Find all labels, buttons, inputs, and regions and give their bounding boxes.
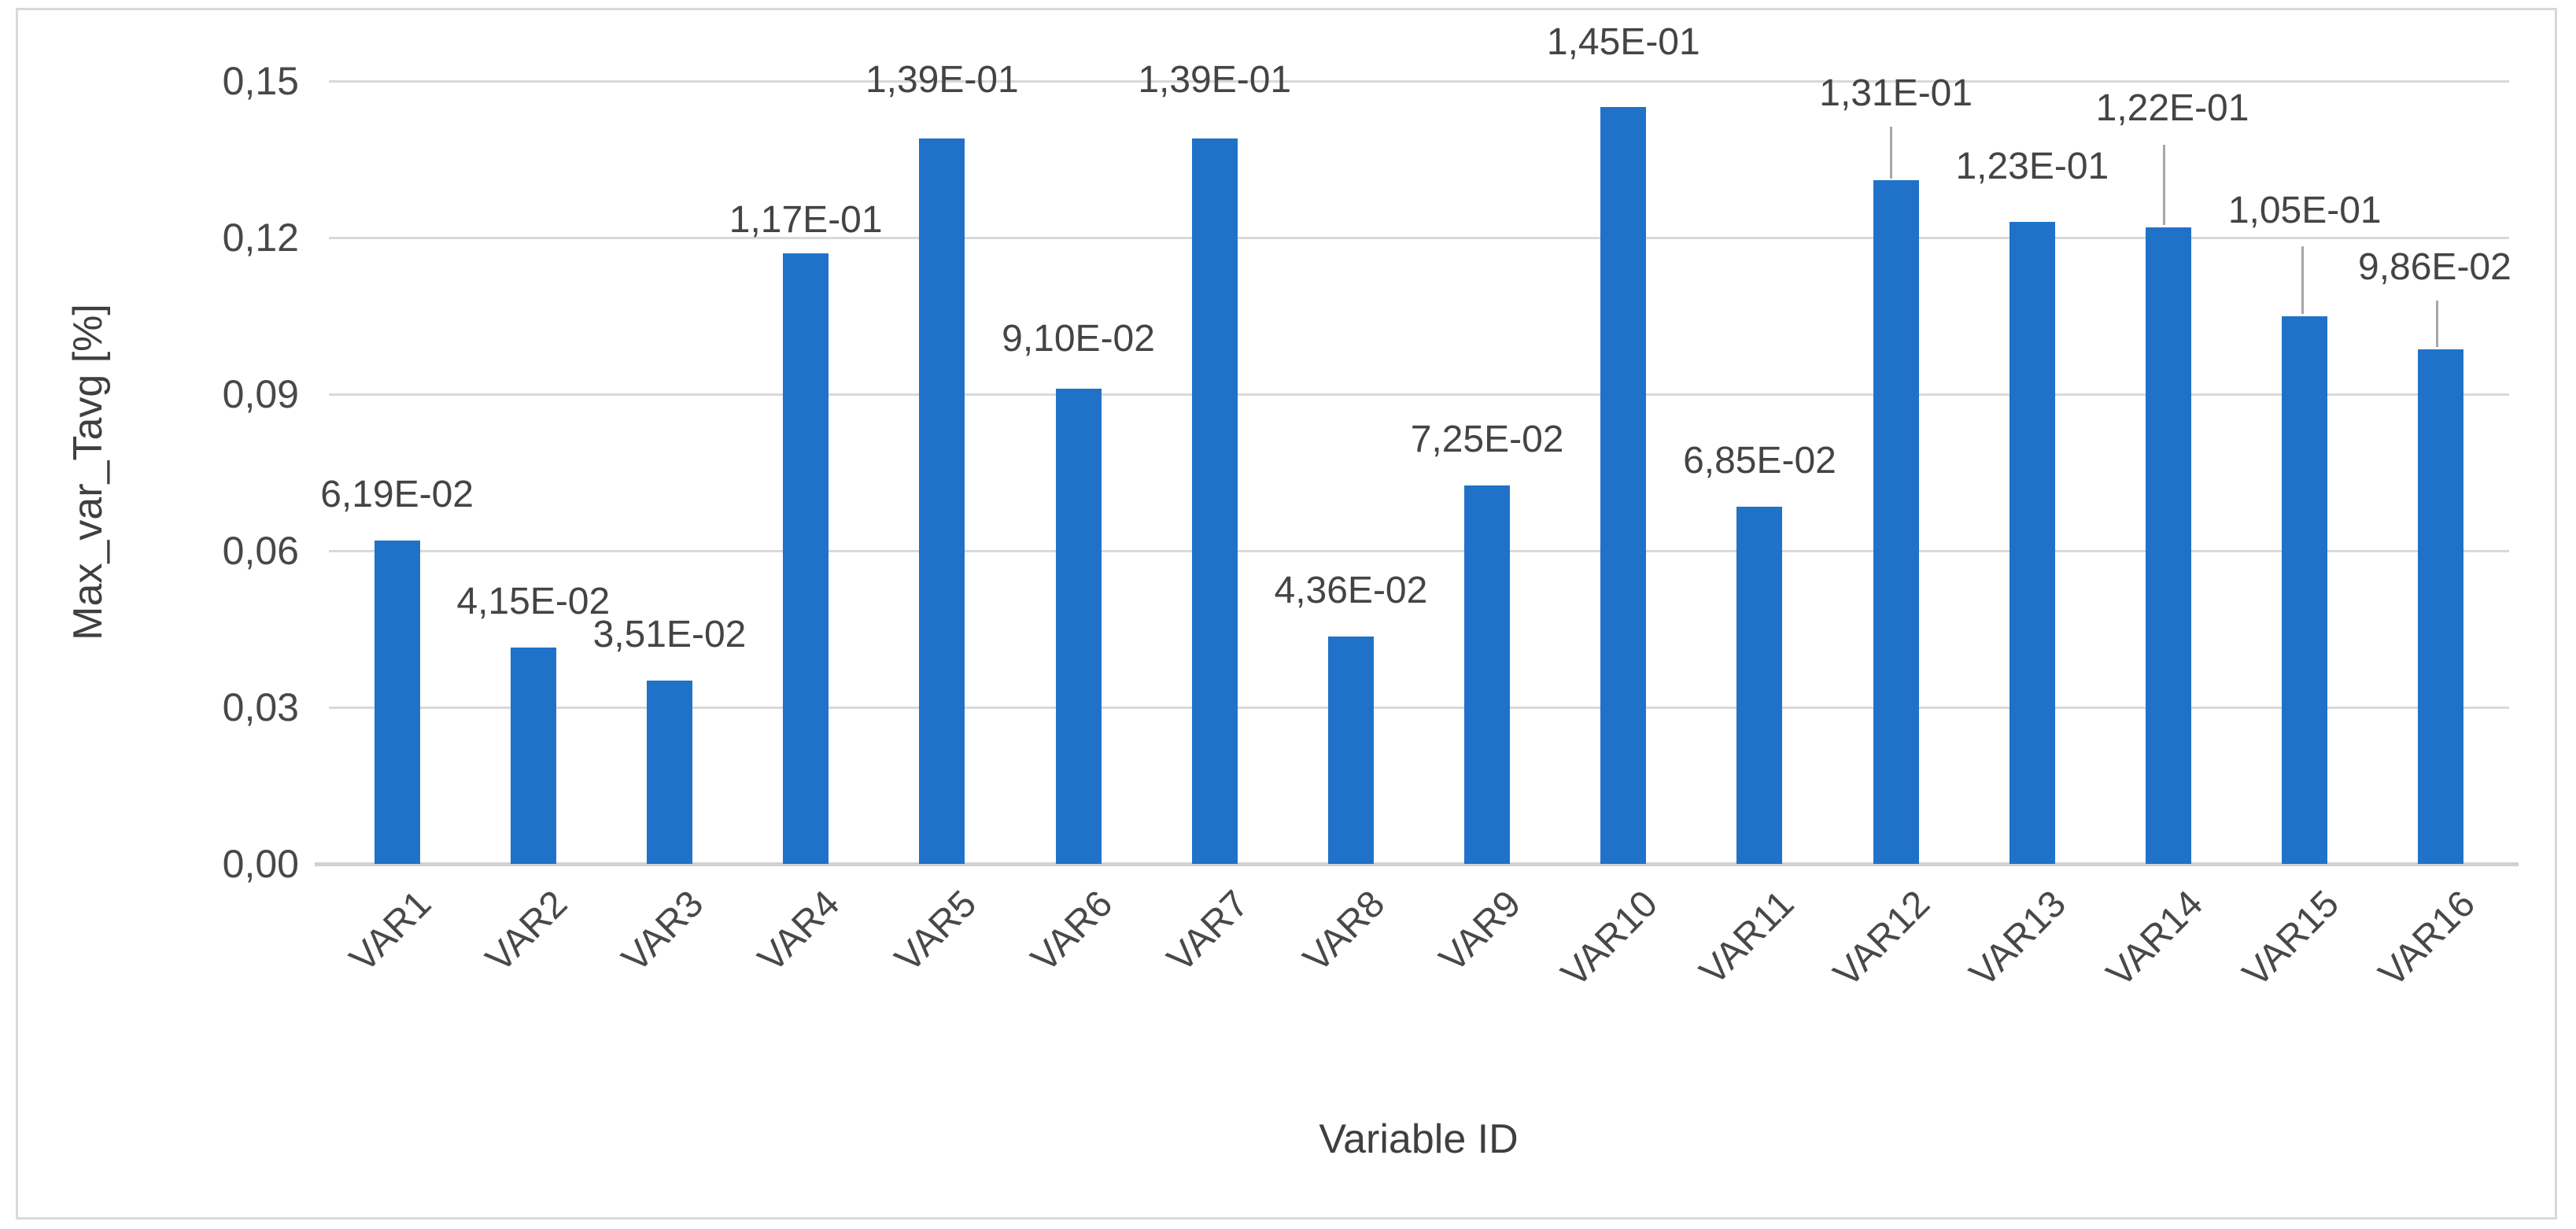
data-label-VAR13: 1,23E-01 <box>1955 146 2109 188</box>
gridline-0,03 <box>329 707 2509 709</box>
x-tick-VAR16: VAR16 <box>2371 883 2483 995</box>
x-tick-VAR11: VAR11 <box>1691 883 1802 993</box>
x-tick-VAR13: VAR13 <box>1962 883 2075 995</box>
y-tick-label: 0,00 <box>222 842 299 886</box>
bar-VAR5[interactable] <box>919 138 965 864</box>
data-label-VAR3: 3,51E-02 <box>592 614 747 656</box>
data-label-VAR2: 4,15E-02 <box>456 580 611 622</box>
x-tick-VAR12: VAR12 <box>1825 883 1939 995</box>
bar-VAR14[interactable] <box>2146 227 2192 864</box>
data-label-VAR10: 1,45E-01 <box>1546 21 1700 64</box>
bar-VAR4[interactable] <box>783 253 829 864</box>
data-label-VAR15: 1,05E-01 <box>2227 189 2382 231</box>
bar-VAR16[interactable] <box>2418 349 2464 864</box>
x-tick-VAR1: VAR1 <box>341 883 440 980</box>
data-label-VAR9: 7,25E-02 <box>1410 419 1564 461</box>
y-tick-label: 0,06 <box>222 529 299 573</box>
bar-VAR2[interactable] <box>510 647 556 864</box>
gridline-0,09 <box>329 393 2509 396</box>
gridline-0,12 <box>329 237 2509 239</box>
data-label-VAR7: 1,39E-01 <box>1138 58 1292 101</box>
x-axis-line <box>315 862 2519 866</box>
bar-VAR6[interactable] <box>1055 389 1102 864</box>
x-tick-VAR4: VAR4 <box>751 883 848 980</box>
bar-VAR3[interactable] <box>646 681 692 864</box>
data-label-VAR8: 4,36E-02 <box>1274 569 1428 611</box>
data-label-VAR14: 1,22E-01 <box>2095 87 2249 129</box>
leader-line-VAR14 <box>2163 145 2166 225</box>
x-tick-VAR9: VAR9 <box>1431 883 1530 980</box>
bar-VAR15[interactable] <box>2282 316 2328 864</box>
y-tick-label: 0,15 <box>222 59 299 103</box>
leader-line-VAR15 <box>2301 246 2305 314</box>
data-label-VAR12: 1,31E-01 <box>1819 72 1973 115</box>
bar-VAR8[interactable] <box>1327 636 1374 864</box>
data-label-VAR6: 9,10E-02 <box>1002 318 1155 360</box>
leader-line-VAR16 <box>2436 301 2439 347</box>
data-label-VAR16: 9,86E-02 <box>2358 245 2511 288</box>
bar-VAR11[interactable] <box>1736 506 1783 864</box>
x-tick-VAR14: VAR14 <box>2098 883 2211 995</box>
data-label-VAR11: 6,85E-02 <box>1683 439 1836 482</box>
x-tick-VAR15: VAR15 <box>2235 883 2347 995</box>
x-tick-VAR7: VAR7 <box>1159 883 1257 980</box>
y-tick-label: 0,03 <box>222 685 299 729</box>
gridline-0,06 <box>329 550 2509 552</box>
x-tick-VAR6: VAR6 <box>1023 883 1121 980</box>
bar-VAR9[interactable] <box>1464 485 1511 864</box>
bar-VAR7[interactable] <box>1191 138 1238 864</box>
x-tick-VAR10: VAR10 <box>1553 883 1666 995</box>
data-label-VAR1: 6,19E-02 <box>320 474 474 516</box>
x-tick-VAR2: VAR2 <box>478 883 576 980</box>
y-tick-label: 0,12 <box>222 216 299 260</box>
data-label-VAR5: 1,39E-01 <box>865 58 1019 101</box>
bar-VAR13[interactable] <box>2009 222 2055 864</box>
data-label-VAR4: 1,17E-01 <box>729 198 883 241</box>
y-axis-title: Max_var_Tavg [%] <box>65 304 111 640</box>
leader-line-VAR12 <box>1889 127 1892 179</box>
x-tick-VAR8: VAR8 <box>1295 883 1393 980</box>
x-axis-title: Variable ID <box>1319 1116 1519 1162</box>
bar-VAR12[interactable] <box>1873 180 1919 864</box>
bar-VAR10[interactable] <box>1600 107 1647 864</box>
x-tick-VAR3: VAR3 <box>614 883 712 980</box>
x-tick-VAR5: VAR5 <box>887 883 984 980</box>
y-tick-label: 0,09 <box>222 372 299 416</box>
gridline-0,15 <box>329 80 2509 83</box>
bar-VAR1[interactable] <box>374 541 420 864</box>
